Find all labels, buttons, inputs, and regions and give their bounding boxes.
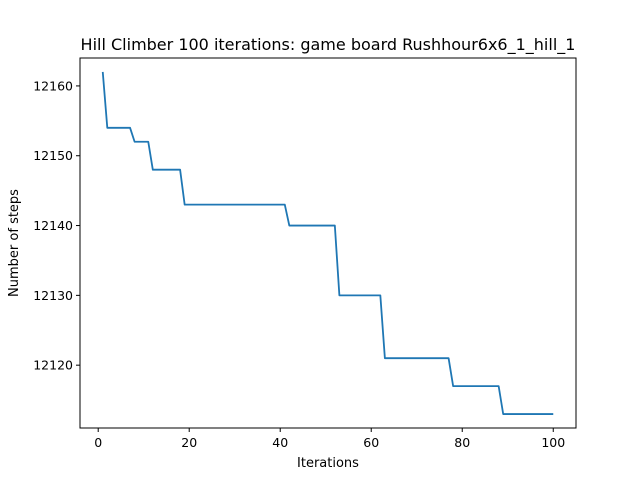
series-line <box>101 71 554 415</box>
y-tick-label: 12130 <box>33 288 73 303</box>
y-tick-label: 12160 <box>33 78 73 93</box>
x-axis-label: Iterations <box>297 456 359 471</box>
x-axis-ticks: 0 20 40 60 80 100 <box>94 428 565 450</box>
x-tick-label: 100 <box>541 435 565 450</box>
chart-title: Hill Climber 100 iterations: game board … <box>81 35 576 55</box>
x-tick-label: 0 <box>94 435 102 450</box>
axes-frame <box>79 57 577 429</box>
x-tick-label: 80 <box>454 435 470 450</box>
y-axis-ticks: 12120 12130 12140 12150 12160 <box>33 78 80 373</box>
y-tick-label: 12140 <box>33 218 73 233</box>
plot-area <box>101 71 554 415</box>
y-axis-label: Number of steps <box>7 189 22 297</box>
x-tick-label: 60 <box>363 435 379 450</box>
x-tick-label: 20 <box>181 435 197 450</box>
x-tick-label: 40 <box>272 435 288 450</box>
y-tick-label: 12150 <box>33 148 73 163</box>
y-tick-label: 12120 <box>33 358 73 373</box>
